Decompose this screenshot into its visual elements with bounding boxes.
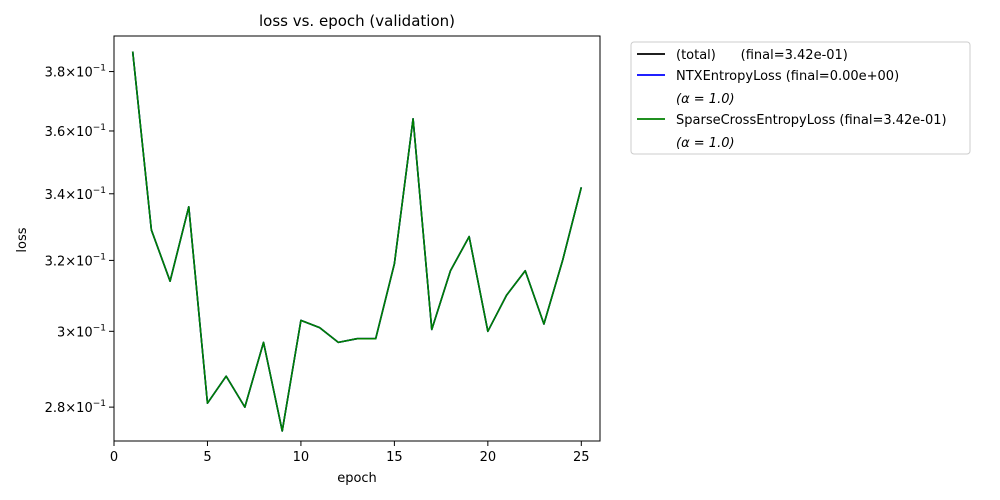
y-tick-label: 3.4×10−1 <box>45 186 106 203</box>
x-axis-label: epoch <box>337 471 377 486</box>
legend-label-total: (total) (final=3.42e-01) <box>676 48 848 63</box>
x-tick-label: 0 <box>110 450 118 465</box>
y-tick-label: 3.2×10−1 <box>45 252 106 269</box>
plot-area <box>113 35 601 442</box>
series-lines <box>131 51 583 432</box>
legend: (total) (final=3.42e-01) NTXEntropyLoss … <box>630 41 971 155</box>
legend-label-sparse-alpha: (α = 1.0) <box>676 136 735 151</box>
legend-label-sparse: SparseCrossEntropyLoss (final=3.42e-01) <box>676 113 947 128</box>
x-tick-label: 5 <box>203 450 211 465</box>
y-tick-label: 3.8×10−1 <box>45 64 106 81</box>
x-axis: 0 5 10 15 20 25 <box>110 441 590 465</box>
legend-label-ntx: NTXEntropyLoss (final=0.00e+00) <box>676 69 899 84</box>
x-tick-label: 25 <box>573 450 590 465</box>
legend-label-ntx-alpha: (α = 1.0) <box>676 92 735 107</box>
x-tick-label: 10 <box>293 450 310 465</box>
series-line-sparse <box>131 51 583 432</box>
y-tick-label: 2.8×10−1 <box>45 399 106 416</box>
y-tick-label: 3.6×10−1 <box>45 123 106 140</box>
chart-title: loss vs. epoch (validation) <box>259 12 455 30</box>
y-axis: 2.8×10−1 3×10−1 3.2×10−1 3.4×10−1 3.6×10−1 3.… <box>45 64 114 416</box>
y-tick-label: 3×10−1 <box>57 323 106 340</box>
x-tick-label: 20 <box>480 450 497 465</box>
y-axis-label: loss <box>15 227 30 252</box>
legend-frame <box>630 41 971 155</box>
x-tick-label: 15 <box>386 450 403 465</box>
